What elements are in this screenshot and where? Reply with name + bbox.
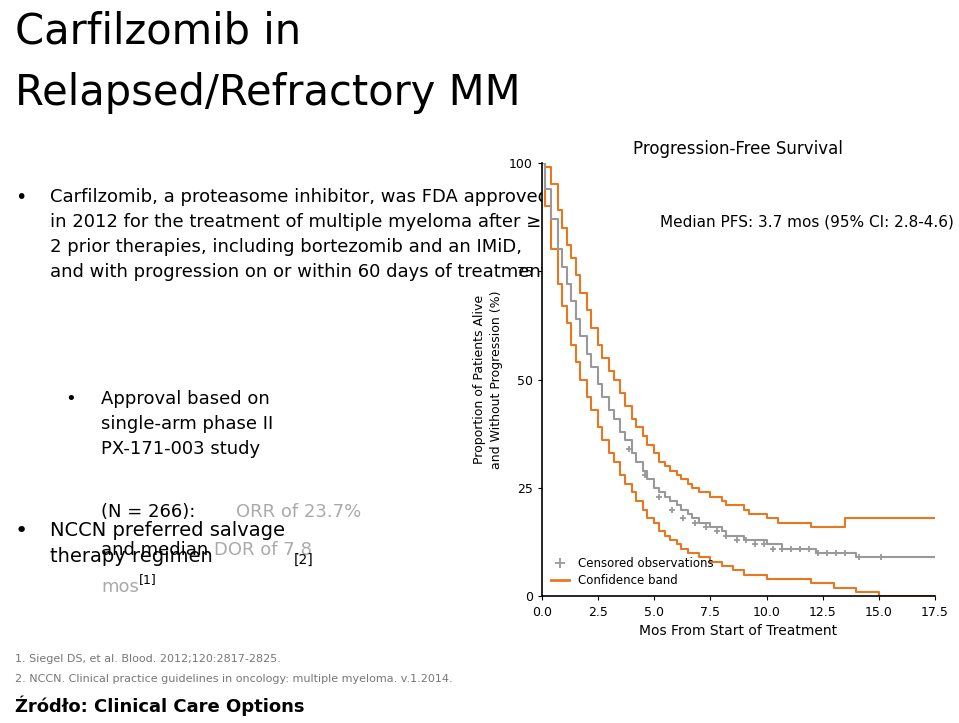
Text: mos: mos xyxy=(101,578,139,596)
Text: •: • xyxy=(14,521,28,541)
Text: (N = 266):: (N = 266): xyxy=(101,503,201,521)
Y-axis label: Proportion of Patients Alive
and Without Progression (%): Proportion of Patients Alive and Without… xyxy=(474,291,503,469)
Text: •: • xyxy=(14,188,26,207)
Text: Źródło: Clinical Care Options: Źródło: Clinical Care Options xyxy=(14,696,304,716)
Text: 2. NCCN. Clinical practice guidelines in oncology: multiple myeloma. v.1.2014.: 2. NCCN. Clinical practice guidelines in… xyxy=(14,674,453,684)
Text: [1]: [1] xyxy=(139,573,157,586)
Text: DOR of 7.8: DOR of 7.8 xyxy=(214,541,312,559)
Text: Carfilzomib in: Carfilzomib in xyxy=(14,11,301,53)
Text: Carfilzomib, a proteasome inhibitor, was FDA approved
in 2012 for the treatment : Carfilzomib, a proteasome inhibitor, was… xyxy=(50,188,550,281)
Text: ORR of 23.7%: ORR of 23.7% xyxy=(236,503,361,521)
Title: Progression-Free Survival: Progression-Free Survival xyxy=(634,140,843,158)
Text: •: • xyxy=(65,390,77,408)
X-axis label: Mos From Start of Treatment: Mos From Start of Treatment xyxy=(640,624,837,638)
Text: Relapsed/Refractory MM: Relapsed/Refractory MM xyxy=(14,72,521,114)
Legend: Censored observations, Confidence band: Censored observations, Confidence band xyxy=(548,554,717,591)
Text: Median PFS: 3.7 mos (95% CI: 2.8-4.6): Median PFS: 3.7 mos (95% CI: 2.8-4.6) xyxy=(660,215,953,230)
Text: Approval based on
single-arm phase II
PX-171-003 study: Approval based on single-arm phase II PX… xyxy=(101,390,273,458)
Text: [2]: [2] xyxy=(294,552,314,566)
Text: and median: and median xyxy=(101,541,214,559)
Text: 1. Siegel DS, et al. Blood. 2012;120:2817-2825.: 1. Siegel DS, et al. Blood. 2012;120:281… xyxy=(14,654,281,664)
Text: NCCN preferred salvage
therapy regimen: NCCN preferred salvage therapy regimen xyxy=(50,521,285,566)
